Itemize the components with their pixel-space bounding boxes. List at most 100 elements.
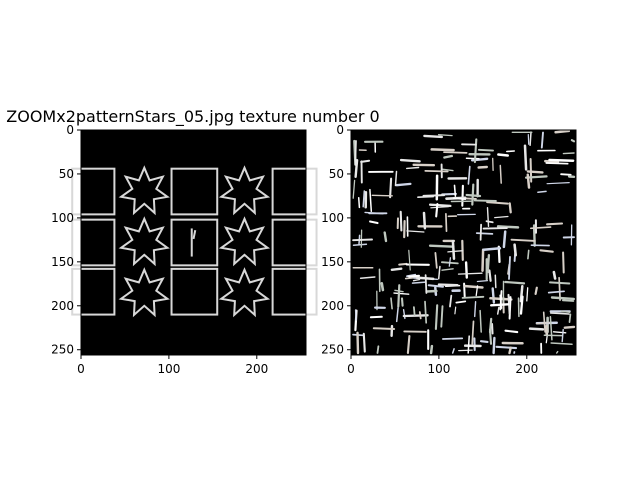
texture-stroke	[382, 283, 383, 290]
texture-stroke	[497, 347, 516, 348]
right-x-tick-label: 100	[427, 362, 450, 376]
left-y-tick-label: 200	[51, 299, 74, 313]
texture-stroke	[504, 232, 505, 247]
texture-stroke	[554, 272, 555, 278]
texture-stroke	[506, 331, 518, 332]
texture-stroke	[427, 291, 437, 292]
texture-stroke	[479, 150, 493, 151]
texture-stroke	[424, 136, 441, 137]
texture-stroke	[466, 263, 467, 278]
texture-stroke	[479, 167, 487, 168]
texture-stroke	[477, 281, 487, 282]
texture-stroke	[414, 307, 415, 315]
texture-stroke	[399, 264, 406, 265]
texture-stroke	[353, 240, 372, 241]
texture-stroke	[565, 327, 574, 328]
texture-stroke	[550, 282, 569, 283]
texture-stroke	[552, 298, 574, 299]
texture-stroke	[521, 297, 523, 314]
texture-stroke	[563, 253, 564, 273]
texture-stroke	[546, 163, 567, 164]
texture-stroke	[537, 323, 549, 324]
texture-stroke	[463, 297, 484, 298]
texture-stroke	[510, 348, 511, 353]
texture-stroke	[413, 282, 426, 283]
texture-stroke	[550, 160, 574, 161]
texture-stroke	[489, 271, 490, 281]
texture-stroke	[507, 151, 514, 152]
right-y-tick-label: 250	[321, 343, 344, 357]
texture-stroke	[356, 160, 358, 177]
texture-stroke	[484, 248, 500, 250]
texture-stroke	[407, 168, 419, 169]
texture-stroke	[467, 195, 480, 196]
texture-stroke	[559, 278, 560, 300]
left-y-tick-label: 150	[51, 255, 74, 269]
texture-stroke	[528, 171, 543, 172]
texture-stroke	[556, 131, 569, 132]
right-y-tick-label: 100	[321, 211, 344, 225]
texture-stroke	[515, 245, 516, 256]
left-y-tick-label: 0	[66, 123, 74, 137]
texture-stroke	[430, 205, 450, 206]
texture-stroke	[562, 330, 563, 342]
texture-stroke	[530, 132, 531, 145]
texture-stroke	[453, 241, 454, 259]
texture-stroke	[396, 172, 397, 186]
left-x-tick-label: 200	[245, 362, 268, 376]
texture-stroke	[408, 336, 410, 353]
left-x-tick-label: 0	[77, 362, 85, 376]
texture-stroke	[431, 346, 432, 353]
texture-stroke	[356, 310, 357, 320]
texture-stroke	[459, 350, 473, 351]
texture-stroke	[528, 250, 529, 258]
texture-stroke	[465, 286, 482, 287]
texture-stroke	[371, 317, 382, 318]
texture-stroke	[495, 275, 496, 287]
texture-stroke	[443, 338, 462, 339]
texture-stroke	[425, 171, 447, 172]
texture-stroke	[426, 275, 427, 293]
texture-stroke	[547, 224, 562, 225]
texture-stroke	[402, 298, 403, 305]
texture-stroke	[454, 198, 465, 199]
texture-stroke	[525, 146, 526, 170]
texture-stroke	[359, 198, 360, 208]
texture-stroke	[424, 195, 445, 196]
texture-stroke	[455, 185, 456, 196]
texture-stroke	[468, 336, 469, 353]
texture-stroke	[475, 302, 476, 317]
texture-stroke	[484, 228, 507, 229]
texture-stroke	[425, 302, 426, 323]
texture-stroke	[572, 140, 574, 141]
texture-stroke	[370, 222, 377, 224]
chart-title: ZOOMx2patternStars_05.jpg texture number…	[6, 107, 379, 127]
texture-stroke	[510, 203, 511, 212]
texture-stroke	[481, 225, 482, 240]
left-y-tick-label: 50	[59, 167, 74, 181]
texture-stroke	[439, 135, 453, 136]
texture-stroke	[390, 179, 391, 198]
texture-stroke	[358, 333, 359, 353]
texture-stroke	[491, 304, 508, 305]
texture-stroke	[477, 233, 493, 234]
texture-stroke	[475, 200, 496, 201]
texture-stroke	[570, 314, 571, 322]
texture-stroke	[527, 288, 528, 301]
texture-stroke	[490, 319, 491, 332]
texture-stroke	[455, 307, 456, 314]
texture-stroke	[409, 276, 419, 277]
right-image-background	[351, 130, 576, 355]
texture-stroke	[488, 255, 489, 272]
texture-stroke	[467, 158, 480, 159]
texture-stroke	[487, 221, 493, 222]
texture-stroke	[397, 184, 411, 185]
texture-stroke	[430, 246, 453, 247]
texture-stroke	[401, 212, 402, 231]
